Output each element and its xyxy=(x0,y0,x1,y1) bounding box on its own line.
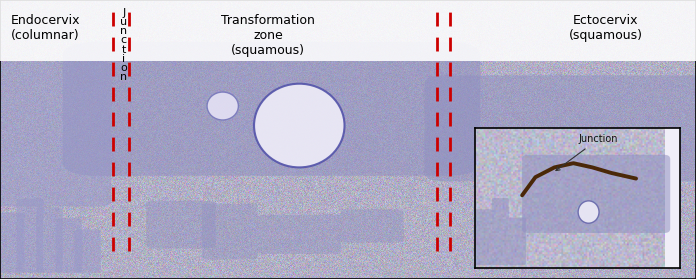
FancyBboxPatch shape xyxy=(258,215,341,254)
FancyBboxPatch shape xyxy=(202,204,258,259)
Text: Junction: Junction xyxy=(556,134,617,170)
FancyBboxPatch shape xyxy=(509,218,526,265)
FancyBboxPatch shape xyxy=(63,42,480,176)
FancyBboxPatch shape xyxy=(17,199,43,273)
Ellipse shape xyxy=(578,201,599,223)
FancyBboxPatch shape xyxy=(522,155,670,233)
Ellipse shape xyxy=(207,92,238,120)
FancyBboxPatch shape xyxy=(0,61,111,206)
FancyBboxPatch shape xyxy=(492,198,509,265)
FancyBboxPatch shape xyxy=(146,201,216,248)
FancyBboxPatch shape xyxy=(36,207,63,273)
Text: J
u
n
c
t
i
o
n: J u n c t i o n xyxy=(120,8,127,82)
Text: Transformation
zone
(squamous): Transformation zone (squamous) xyxy=(221,14,315,57)
FancyBboxPatch shape xyxy=(341,209,404,243)
FancyBboxPatch shape xyxy=(425,75,696,181)
Ellipse shape xyxy=(254,84,345,167)
Text: Endocervix
(columnar): Endocervix (columnar) xyxy=(10,14,80,42)
FancyBboxPatch shape xyxy=(56,218,82,273)
FancyBboxPatch shape xyxy=(0,0,696,61)
FancyBboxPatch shape xyxy=(475,209,492,265)
FancyBboxPatch shape xyxy=(0,213,24,273)
FancyBboxPatch shape xyxy=(74,229,101,273)
Text: Ectocervix
(squamous): Ectocervix (squamous) xyxy=(569,14,642,42)
